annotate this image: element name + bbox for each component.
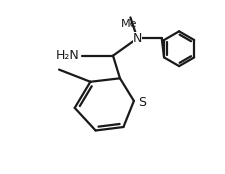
Text: N: N — [132, 32, 142, 45]
Text: Me: Me — [120, 19, 136, 29]
Text: H₂N: H₂N — [55, 49, 79, 62]
Text: S: S — [138, 96, 146, 109]
